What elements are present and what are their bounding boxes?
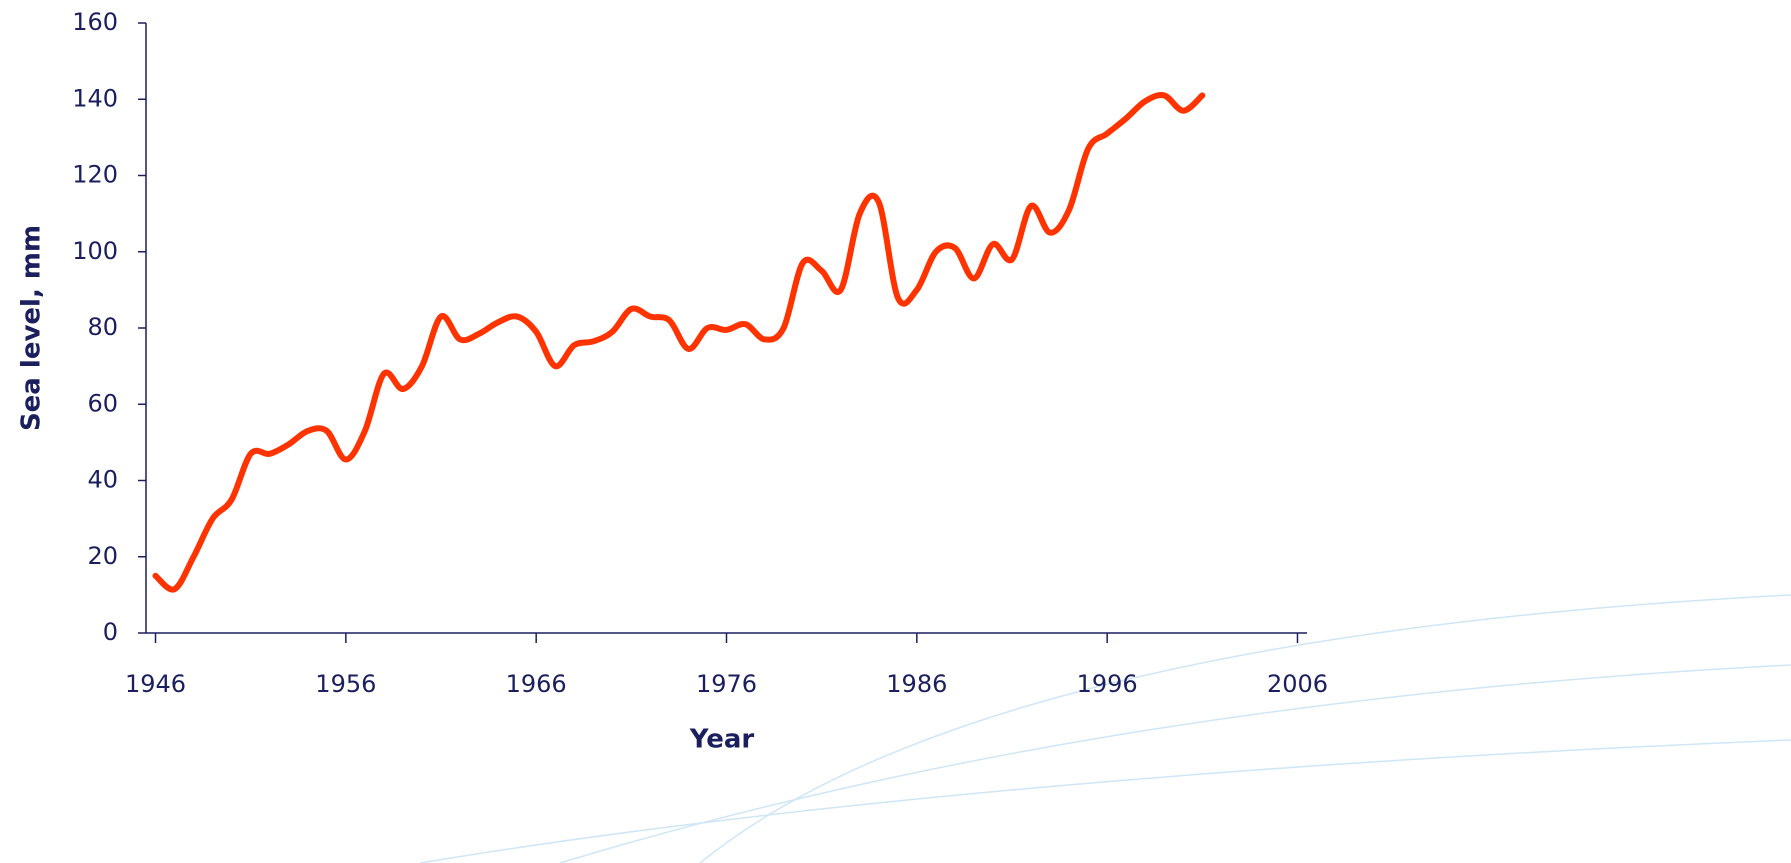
y-axis-title: Sea level, mm [17,225,47,431]
x-tick-label: 1966 [506,670,567,698]
y-tick-label: 160 [72,8,118,36]
y-tick-label: 100 [72,237,118,265]
y-tick-label: 0 [103,618,118,646]
y-tick-label: 40 [87,466,118,494]
x-tick-label: 1986 [886,670,947,698]
decoration [419,594,1791,863]
y-tick-label: 60 [87,389,118,417]
y-tick-label: 140 [72,84,118,112]
data-line [152,92,1206,593]
x-tick-label: 1946 [125,670,186,698]
x-tick-label: 1976 [696,670,757,698]
y-tick-label: 20 [87,542,118,570]
x-tick-label: 1956 [315,670,376,698]
x-tick-label: 1996 [1077,670,1138,698]
y-tick-label: 120 [72,161,118,189]
x-tick-label: 2006 [1267,670,1328,698]
y-tick-label: 80 [87,313,118,341]
x-axis-title: Year [689,725,755,755]
